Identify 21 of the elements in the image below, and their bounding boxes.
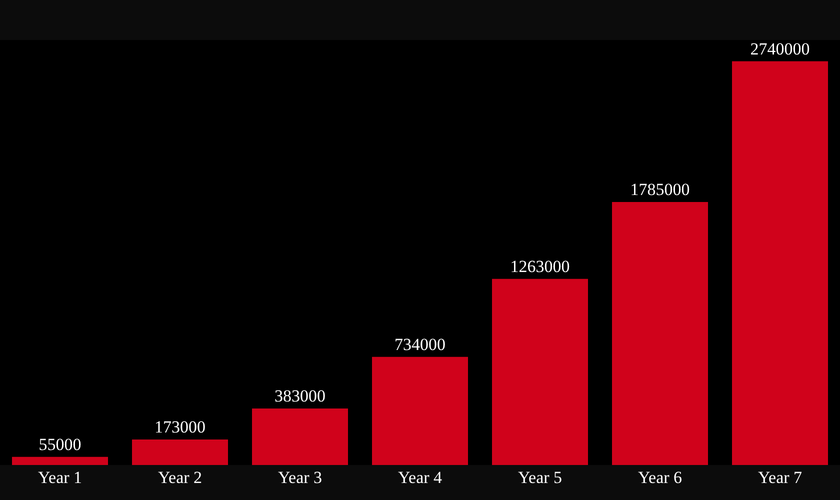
bar [492, 278, 588, 465]
x-tick-label: Year 5 [518, 468, 562, 487]
x-tick-label: Year 1 [38, 468, 82, 487]
data-label: 2740000 [750, 39, 810, 58]
x-tick-label: Year 6 [638, 468, 682, 487]
x-tick-label: Year 7 [758, 468, 803, 487]
data-label: 55000 [38, 434, 82, 454]
data-label: 1785000 [630, 180, 690, 199]
data-label: 173000 [154, 418, 206, 437]
x-tick-label: Year 3 [278, 468, 322, 487]
bar [12, 456, 108, 465]
bar [732, 61, 828, 465]
x-tick-label: Year 2 [158, 468, 202, 487]
bar [372, 356, 468, 465]
bar [252, 408, 348, 465]
x-tick-label: Year 4 [398, 468, 443, 487]
data-label: 734000 [394, 334, 446, 354]
data-label: 383000 [274, 386, 326, 406]
data-label: 1263000 [510, 256, 570, 276]
bar [612, 202, 708, 465]
bar [132, 440, 228, 465]
